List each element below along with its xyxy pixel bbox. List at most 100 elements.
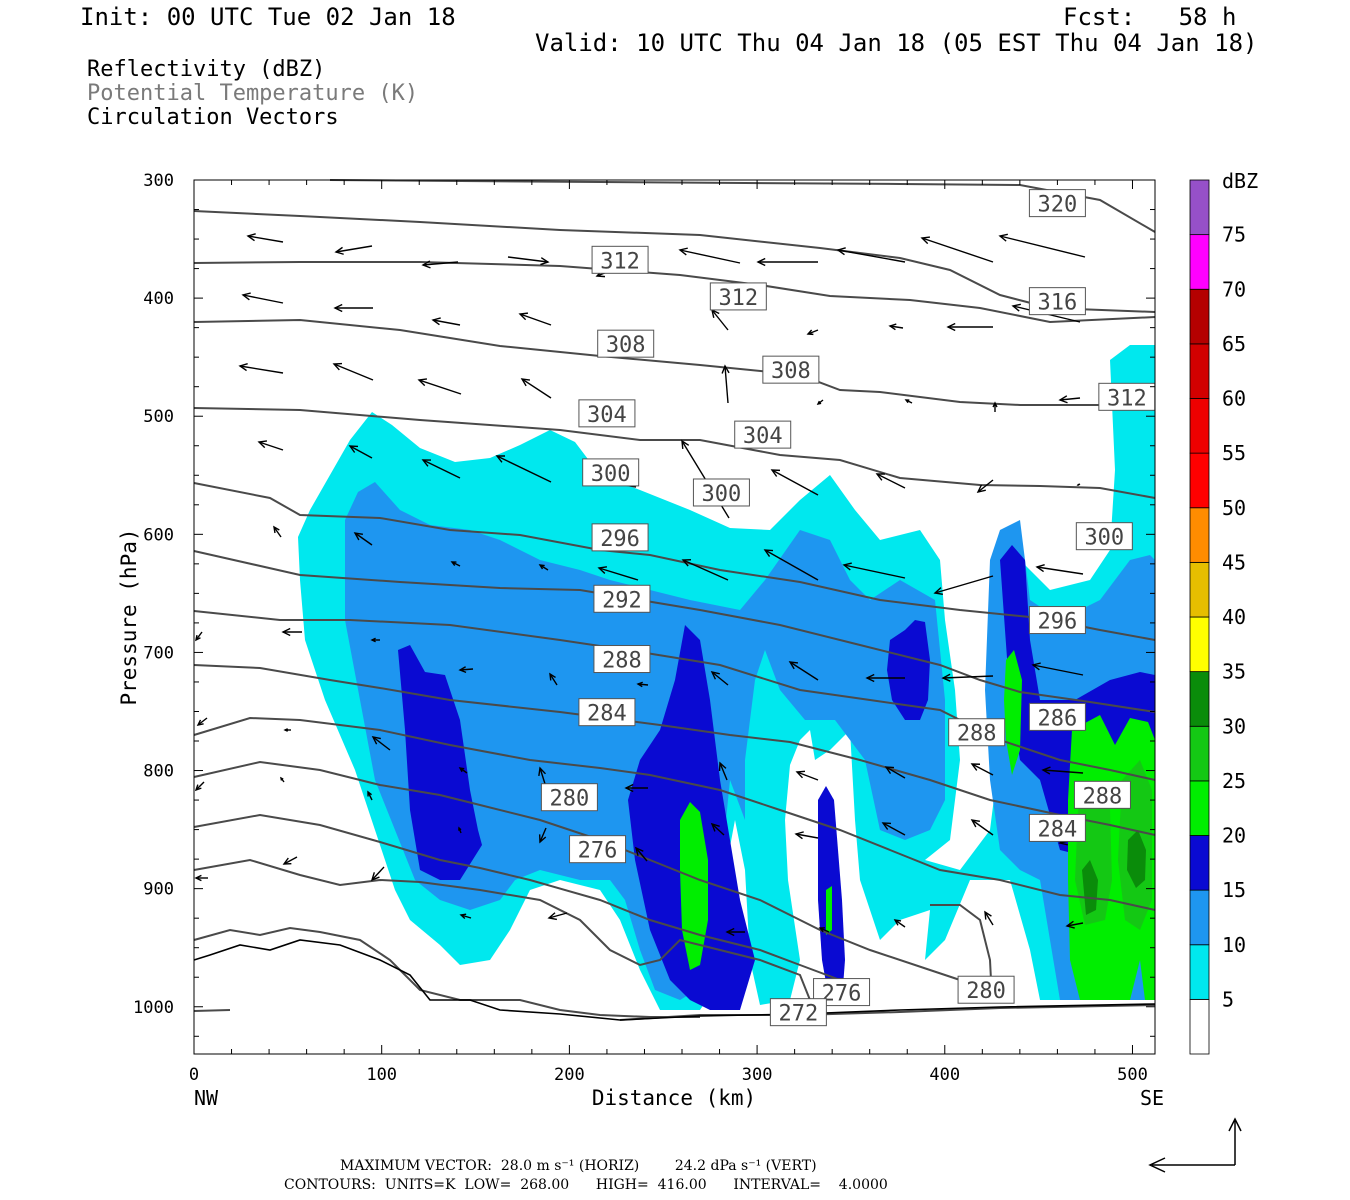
- vector-arrowhead: [458, 767, 465, 773]
- vector-arrow: [885, 766, 906, 779]
- theta-line: [619, 1004, 1156, 1021]
- valid-time: Valid: 10 UTC Thu 04 Jan 18 (05 EST Thu …: [535, 29, 1258, 57]
- colorbar-bin: [1189, 343, 1210, 399]
- vector-arrowhead: [681, 559, 692, 567]
- contour-label: 286: [1038, 706, 1078, 731]
- vector-arrow: [724, 365, 729, 404]
- vector-arrow: [195, 631, 203, 641]
- vector-arrow: [889, 325, 904, 329]
- vector-arrowhead: [370, 872, 380, 882]
- vector-arrowhead: [998, 233, 1008, 242]
- vector-arrowhead: [1035, 563, 1045, 573]
- dbz-15-region: [398, 645, 482, 880]
- theta-line: [193, 813, 861, 1001]
- vector-arrow: [197, 717, 208, 726]
- vector-arrow: [496, 455, 552, 483]
- colorbar-level-label: 55: [1222, 441, 1246, 465]
- contour-label: 276: [578, 839, 618, 864]
- vector-arrow: [637, 683, 649, 686]
- vector-arrowhead: [549, 672, 556, 681]
- vector-arrow: [335, 245, 373, 253]
- vector-arrow: [333, 363, 374, 381]
- vector-arrow: [942, 675, 994, 679]
- vector-arrowhead: [725, 927, 735, 937]
- vector-arrowhead: [1058, 395, 1068, 404]
- x-tick-label: 300: [742, 1065, 773, 1085]
- vector-arrowhead: [370, 637, 376, 643]
- vector-arrow: [876, 473, 906, 489]
- vector-arrow: [349, 445, 373, 459]
- contour-label-box: [1028, 702, 1086, 731]
- x-end-label-se: SE: [1140, 1086, 1164, 1110]
- contour-label-box: [540, 783, 598, 812]
- contour-label-box: [692, 478, 750, 507]
- colorbar-level-label: 40: [1222, 605, 1246, 629]
- vector-arrowhead: [597, 566, 608, 574]
- vector-arrowhead: [332, 362, 343, 371]
- theta-line: [930, 904, 993, 1001]
- contour-label: 296: [1038, 610, 1078, 635]
- theta-line: [193, 926, 700, 1018]
- colorbar-bin: [1189, 780, 1210, 836]
- colorbar-bin: [1189, 561, 1210, 618]
- vector-arrow: [635, 847, 648, 862]
- vector-arrow: [711, 823, 725, 836]
- contour-label-box: [593, 645, 651, 674]
- contour-label: 284: [1038, 817, 1078, 842]
- vector-arrow: [239, 365, 284, 374]
- colorbar-bin: [1189, 398, 1210, 454]
- colorbar-bin: [1189, 671, 1210, 727]
- vector-arrow: [1032, 664, 1084, 676]
- vector-arrowhead: [538, 564, 545, 570]
- vector-arrowhead: [718, 761, 727, 772]
- y-tick-label: 400: [143, 289, 174, 309]
- vector-arrow: [519, 313, 552, 326]
- vector-arrow: [807, 329, 819, 335]
- vector-arrowhead: [194, 784, 202, 792]
- vector-arrowhead: [788, 661, 799, 670]
- vector-arrow: [971, 763, 994, 776]
- vector-arrowhead: [984, 910, 992, 920]
- contour-label: 272: [779, 1002, 819, 1027]
- vector-arrowhead: [282, 857, 292, 865]
- contour-label-box: [1028, 813, 1086, 842]
- vector-arrowhead: [495, 455, 506, 463]
- contour-label: 300: [1084, 526, 1124, 551]
- dbz-10-region: [345, 482, 945, 1000]
- vector-arrow: [432, 319, 461, 326]
- colorbar-bin: [1189, 179, 1210, 236]
- vector-arrow: [789, 661, 819, 681]
- vector-arrowhead: [681, 439, 690, 450]
- contour-label: 320: [1038, 193, 1078, 218]
- vector-arrowhead: [194, 874, 202, 882]
- colorbar-bin: [1189, 234, 1210, 290]
- contour-label: 312: [600, 249, 640, 274]
- y-tick-label: 500: [143, 407, 174, 427]
- vector-arrowhead: [280, 776, 284, 781]
- vector-arrowhead: [678, 247, 688, 256]
- colorbar-bin: [1189, 288, 1210, 345]
- contour-label-box: [591, 245, 649, 274]
- vector-arrow: [1066, 922, 1084, 927]
- vector-arrowhead: [624, 783, 634, 793]
- vector-arrow: [719, 762, 728, 781]
- contour-label-box: [1098, 382, 1156, 411]
- vector-arrowhead: [458, 826, 462, 831]
- vector-arrowhead: [371, 736, 381, 745]
- contour-label-box: [1028, 606, 1086, 635]
- vector-arrowhead: [865, 673, 875, 683]
- y-axis-label: Pressure (hPa): [117, 528, 141, 705]
- theta-line: [193, 664, 1156, 836]
- y-tick-label: 300: [143, 171, 174, 191]
- contour-label-box: [1075, 522, 1133, 551]
- contour-label-box: [597, 329, 655, 358]
- vector-arrowhead: [238, 363, 248, 372]
- vector-arrow: [837, 249, 906, 263]
- vector-arrowhead: [1065, 920, 1075, 929]
- x-axis-label: Distance (km): [592, 1086, 756, 1110]
- vector-arrow: [507, 256, 549, 263]
- theta-line: [193, 407, 1156, 499]
- vector-arrowhead: [333, 303, 343, 313]
- vector-arrowhead: [540, 257, 550, 266]
- vector-arrowhead: [992, 401, 998, 408]
